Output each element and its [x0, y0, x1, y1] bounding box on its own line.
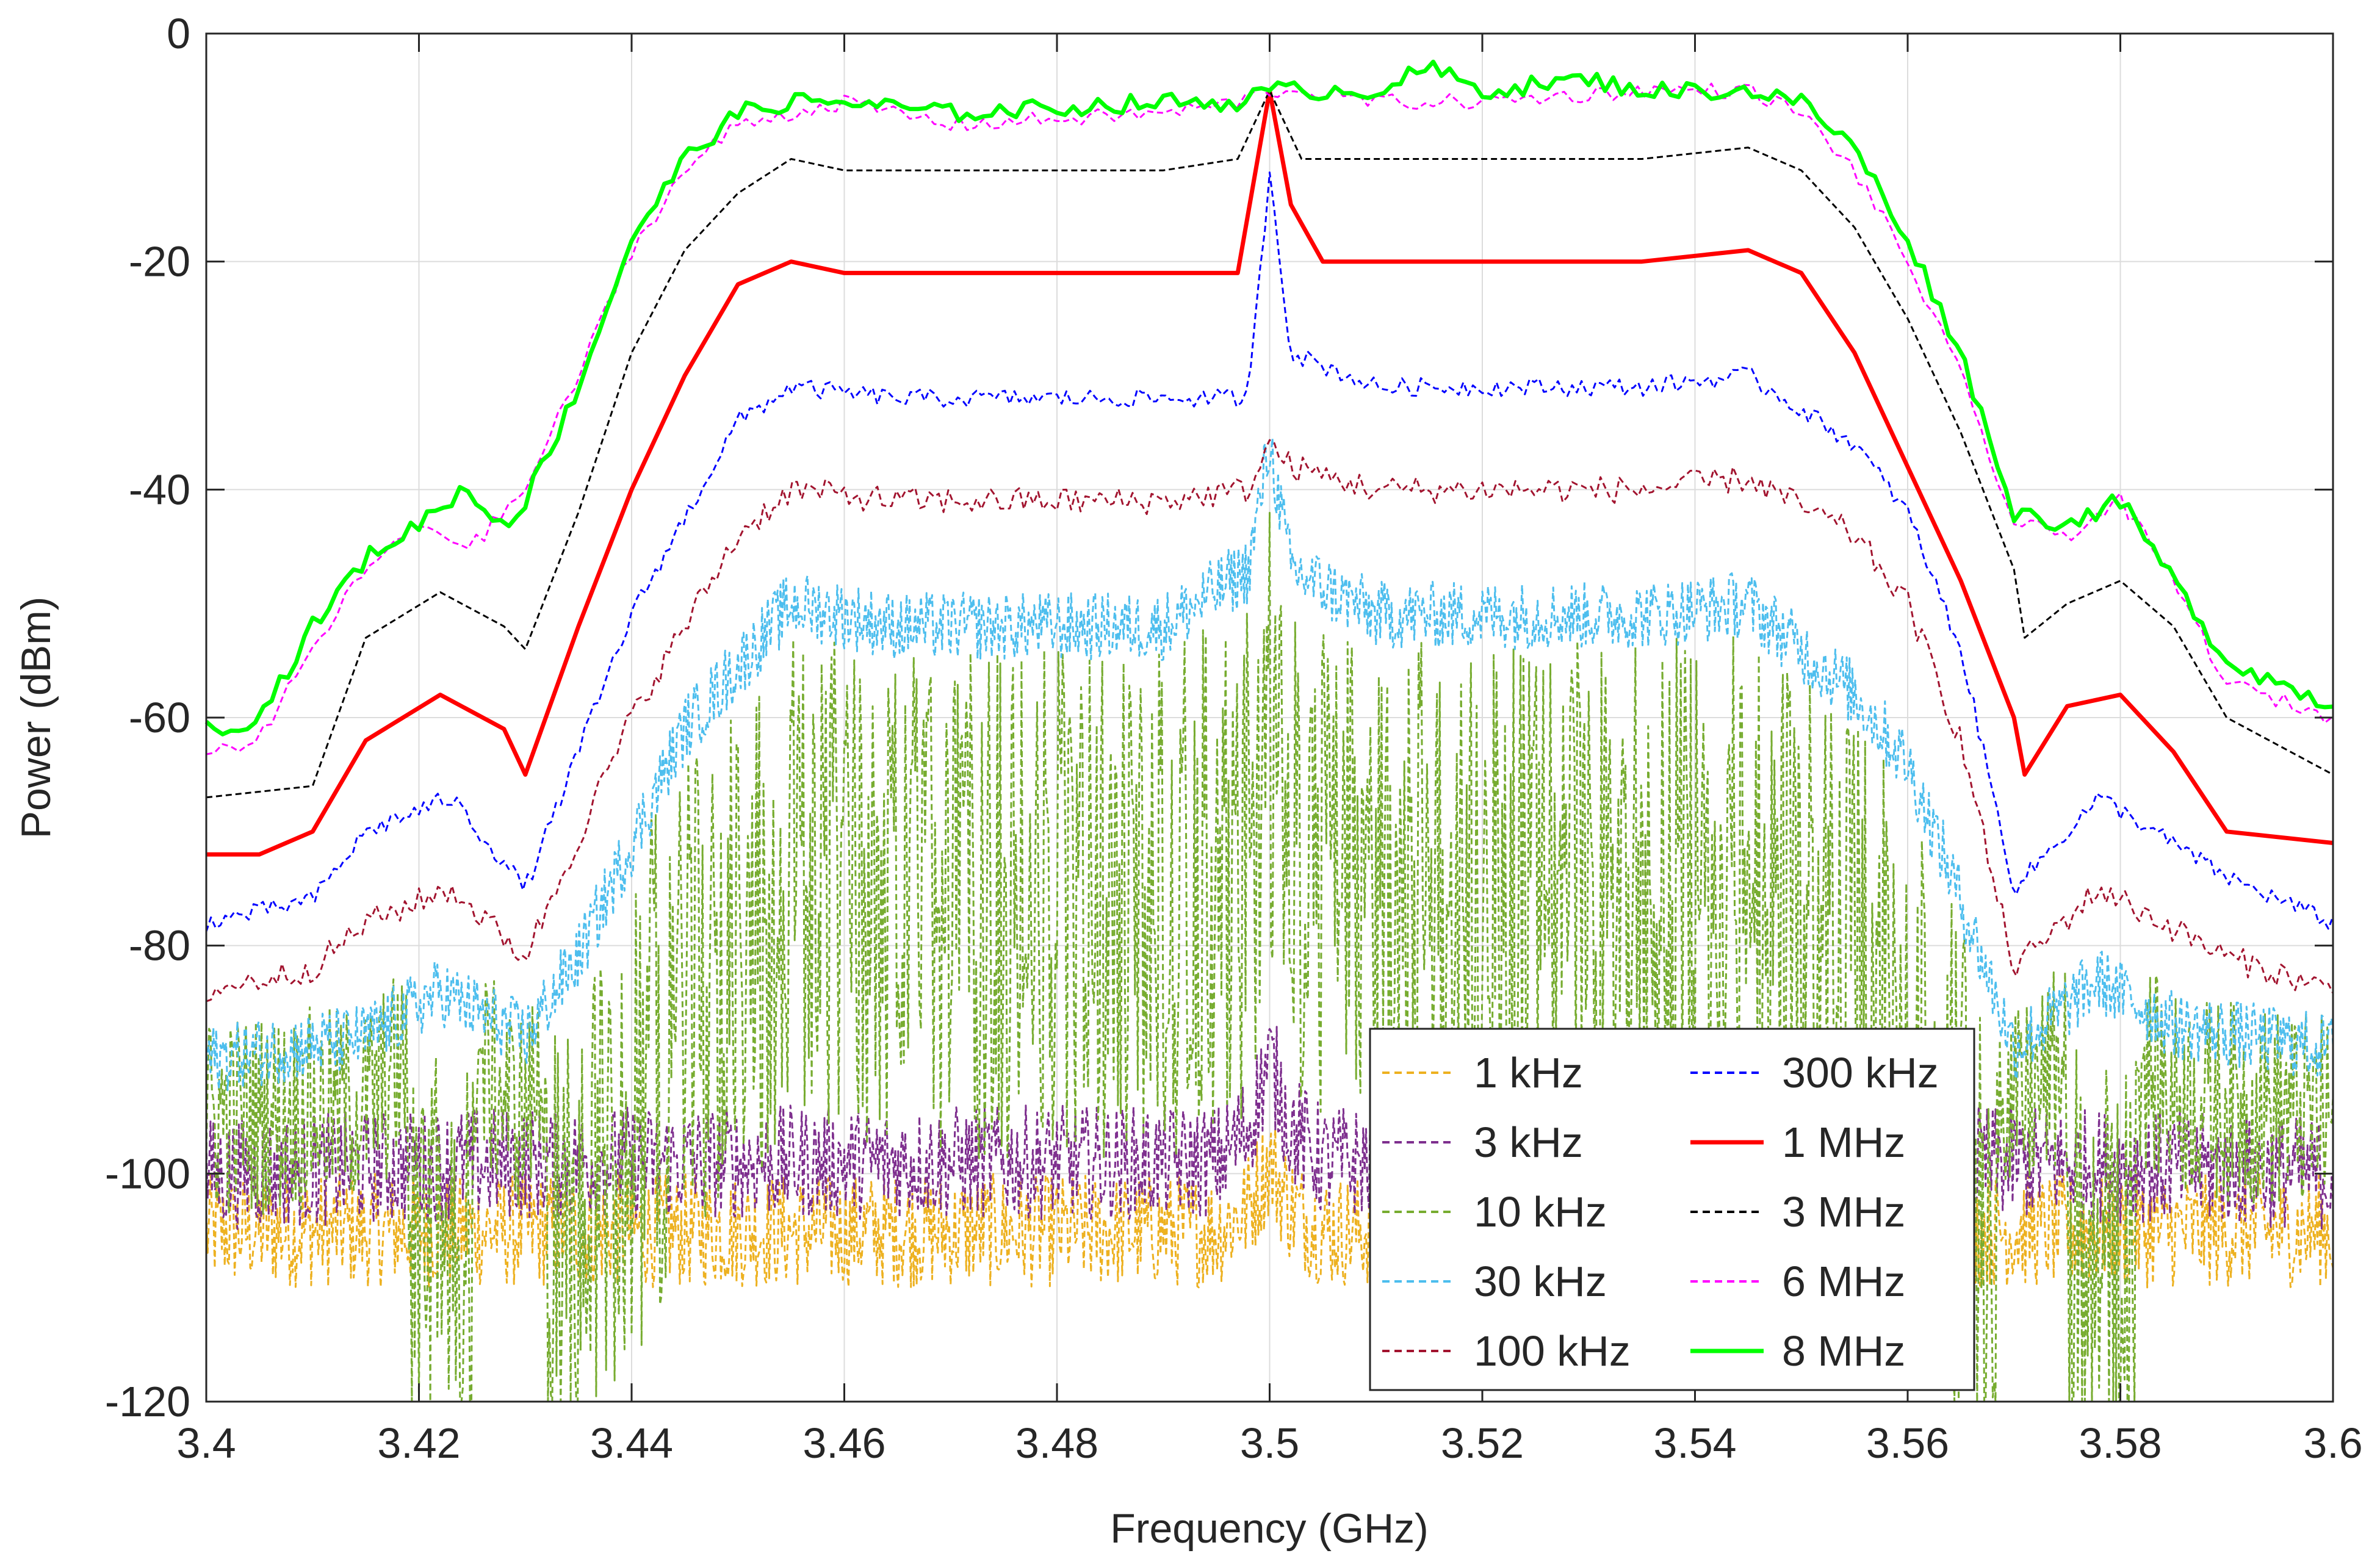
- x-tick-label: 3.6: [2303, 1419, 2362, 1467]
- tick-labels: 3.4 3.42 3.44 3.46 3.48 3.5 3.52 3.54 3.56 3.58 3.…: [105, 10, 2363, 1467]
- series-line-3-khz: [205, 1026, 2334, 1230]
- legend-label: 3 MHz: [1782, 1188, 1905, 1236]
- x-tick-label: 3.4: [176, 1419, 236, 1467]
- y-tick-label: -120: [105, 1378, 190, 1425]
- x-tick-label: 3.42: [377, 1419, 460, 1467]
- y-tick-label: -80: [129, 922, 190, 970]
- series-line-300-khz: [205, 171, 2334, 932]
- series-line-8-mhz: [204, 59, 2334, 737]
- legend-label: 30 kHz: [1474, 1258, 1607, 1305]
- x-tick-label: 3.44: [590, 1419, 673, 1467]
- x-axis-label: Frequency (GHz): [1110, 1505, 1428, 1552]
- legend-label: 1 MHz: [1782, 1118, 1905, 1166]
- y-tick-label: -60: [129, 694, 190, 741]
- legend-label: 100 kHz: [1474, 1327, 1631, 1375]
- series-line-6-mhz: [206, 82, 2334, 755]
- x-tick-label: 3.54: [1653, 1419, 1736, 1467]
- y-tick-label: -40: [129, 466, 190, 513]
- legend-label: 10 kHz: [1474, 1188, 1607, 1236]
- legend-box: [1369, 1028, 1975, 1391]
- legend-label: 300 kHz: [1782, 1049, 1939, 1097]
- x-tick-label: 3.56: [1866, 1419, 1949, 1467]
- legend-label: 3 kHz: [1474, 1118, 1583, 1166]
- x-tick-label: 3.46: [802, 1419, 885, 1467]
- legend: 1 kHz 3 kHz 10 kHz 30 kHz 100 kHz 300 kHz 1 MH…: [1369, 1028, 1975, 1391]
- legend-label: 1 kHz: [1474, 1049, 1583, 1097]
- series-line-30-khz: [205, 437, 2334, 1092]
- y-tick-label: 0: [167, 10, 190, 57]
- x-tick-label: 3.48: [1015, 1419, 1098, 1467]
- x-tick-label: 3.58: [2079, 1419, 2162, 1467]
- y-tick-label: -20: [129, 238, 190, 286]
- legend-label: 6 MHz: [1782, 1258, 1905, 1305]
- series-line-1-khz: [205, 1128, 2334, 1289]
- y-tick-label: -100: [105, 1150, 190, 1197]
- x-tick-label: 3.5: [1240, 1419, 1299, 1467]
- series-line-3-mhz: [206, 89, 2334, 799]
- legend-label: 8 MHz: [1782, 1327, 1905, 1375]
- y-axis-label: Power (dBm): [13, 597, 59, 839]
- x-tick-label: 3.52: [1441, 1419, 1524, 1467]
- series-layer: [204, 59, 2334, 1403]
- series-line-100-khz: [206, 439, 2334, 1003]
